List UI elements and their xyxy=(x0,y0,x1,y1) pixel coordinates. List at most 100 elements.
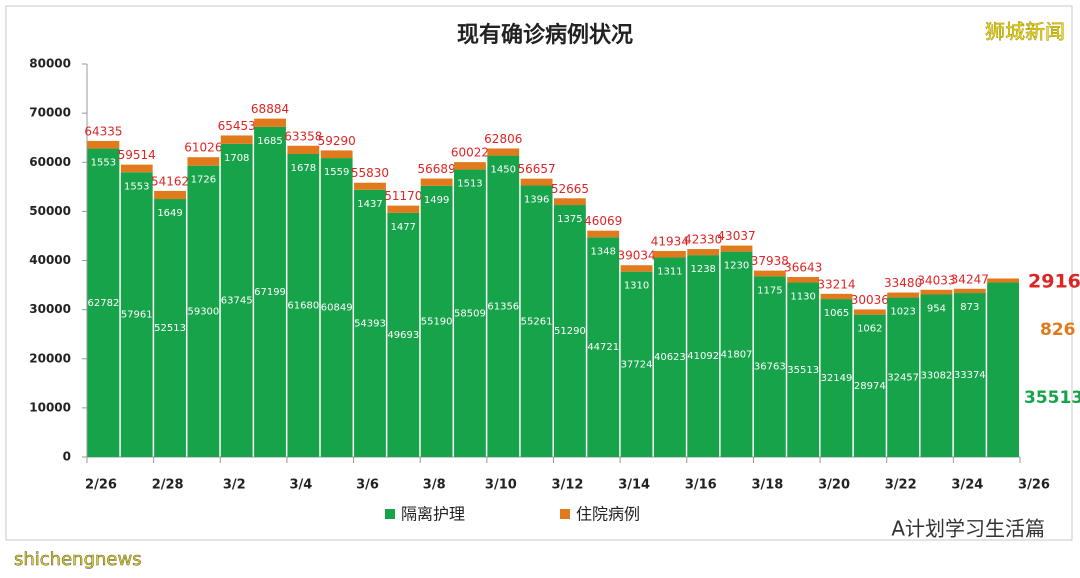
value-label: 1437 xyxy=(357,199,382,210)
total-label: 52665 xyxy=(551,182,589,196)
x-tick-label: 3/14 xyxy=(618,478,650,493)
total-label: 33480 xyxy=(884,276,922,290)
y-tick-label: 0 xyxy=(63,450,71,464)
bar-segment xyxy=(320,158,353,457)
total-label: 36643 xyxy=(784,260,822,274)
x-tick-label: 2/28 xyxy=(152,478,184,493)
value-label: 1310 xyxy=(624,281,649,292)
total-label: 56657 xyxy=(517,162,555,176)
bar-segment xyxy=(953,293,986,457)
watermark: 狮城新闻 xyxy=(985,20,1065,44)
y-tick-label: 70000 xyxy=(29,106,71,120)
bar-segment xyxy=(987,282,1019,457)
total-label: 43037 xyxy=(717,229,755,243)
x-tick-label: 3/4 xyxy=(290,478,313,493)
bar-segment xyxy=(787,282,820,457)
x-tick-label: 3/18 xyxy=(751,478,783,493)
value-label: 1396 xyxy=(524,195,549,206)
x-tick-label: 3/2 xyxy=(223,478,246,493)
value-label: 63745 xyxy=(221,295,253,306)
bar-segment xyxy=(720,245,753,252)
value-label: 1230 xyxy=(724,261,749,272)
bar-segment xyxy=(254,118,286,127)
value-label: 28974 xyxy=(854,381,886,392)
value-label: 1450 xyxy=(491,165,516,176)
value-label: 41807 xyxy=(721,349,753,360)
value-label: 1499 xyxy=(424,195,449,206)
total-label: 42330 xyxy=(684,233,722,247)
bar-segment xyxy=(220,135,253,144)
y-tick-label: 50000 xyxy=(29,204,71,218)
x-tick-label: 3/16 xyxy=(685,478,717,493)
value-label: 1553 xyxy=(124,181,149,192)
value-label: 40623 xyxy=(654,352,686,363)
bar-segment xyxy=(354,189,386,458)
value-label: 1559 xyxy=(324,167,349,178)
total-label: 39034 xyxy=(617,249,655,263)
x-tick-label: 2/26 xyxy=(85,478,117,493)
value-label: 59300 xyxy=(187,306,219,317)
value-label: 1726 xyxy=(191,175,216,186)
bar-segment xyxy=(387,212,420,457)
y-tick-label: 80000 xyxy=(29,57,71,71)
bar-segment xyxy=(254,126,286,457)
bar-segment xyxy=(520,185,553,457)
legend-swatch xyxy=(385,509,395,519)
x-tick-label: 3/6 xyxy=(356,478,379,493)
bar-segment xyxy=(687,249,720,256)
bar-segment xyxy=(653,257,686,457)
total-label: 55830 xyxy=(351,166,389,180)
bar-segment xyxy=(820,299,853,457)
bar-segment xyxy=(920,289,953,295)
value-label: 1553 xyxy=(91,158,116,169)
value-label: 33082 xyxy=(921,371,953,382)
value-label: 954 xyxy=(927,303,946,314)
bar-segment xyxy=(420,178,453,186)
value-label: 1678 xyxy=(291,163,316,174)
total-label: 56689 xyxy=(418,162,456,176)
value-label: 61680 xyxy=(287,300,319,311)
total-label: 61026 xyxy=(184,141,222,155)
value-label: 1065 xyxy=(824,308,849,319)
y-tick-label: 30000 xyxy=(29,302,71,316)
y-tick-label: 20000 xyxy=(29,351,71,365)
total-label: 41934 xyxy=(651,234,689,248)
bar-segment xyxy=(187,157,220,166)
value-label: 49693 xyxy=(387,330,419,341)
bar-segment xyxy=(720,251,753,457)
bar-segment xyxy=(920,294,953,457)
total-label: 29163 xyxy=(1028,271,1080,293)
value-label: 60849 xyxy=(321,303,353,314)
value-label: 32457 xyxy=(887,372,919,383)
bar-segment xyxy=(587,230,620,238)
value-label: 1685 xyxy=(257,136,282,147)
y-tick-label: 10000 xyxy=(29,400,71,414)
bar-segment xyxy=(520,178,553,186)
value-label: 54393 xyxy=(354,318,386,329)
bar-segment xyxy=(653,250,686,258)
value-label: 1023 xyxy=(890,307,915,318)
x-tick-label: 3/20 xyxy=(818,478,850,493)
value-label: 826 xyxy=(1040,320,1076,340)
bar-segment xyxy=(753,276,786,457)
bar-segment xyxy=(620,265,653,272)
bar-segment xyxy=(753,270,786,277)
value-label: 55261 xyxy=(521,316,553,327)
x-tick-label: 3/12 xyxy=(552,478,584,493)
value-label: 41092 xyxy=(687,351,719,362)
value-label: 67199 xyxy=(254,287,286,298)
total-label: 59290 xyxy=(318,134,356,148)
total-label: 63358 xyxy=(284,129,322,143)
total-label: 65453 xyxy=(218,119,256,133)
bar-segment xyxy=(487,148,520,156)
bar-segment xyxy=(820,293,853,300)
value-label: 57961 xyxy=(121,310,153,321)
bar-segment xyxy=(187,165,220,457)
bar-segment xyxy=(154,190,186,200)
x-tick-label: 3/22 xyxy=(885,478,917,493)
value-label: 1238 xyxy=(690,264,715,275)
value-label: 1513 xyxy=(457,179,482,190)
legend-label: 住院病例 xyxy=(576,505,640,524)
total-label: 37938 xyxy=(751,254,789,268)
